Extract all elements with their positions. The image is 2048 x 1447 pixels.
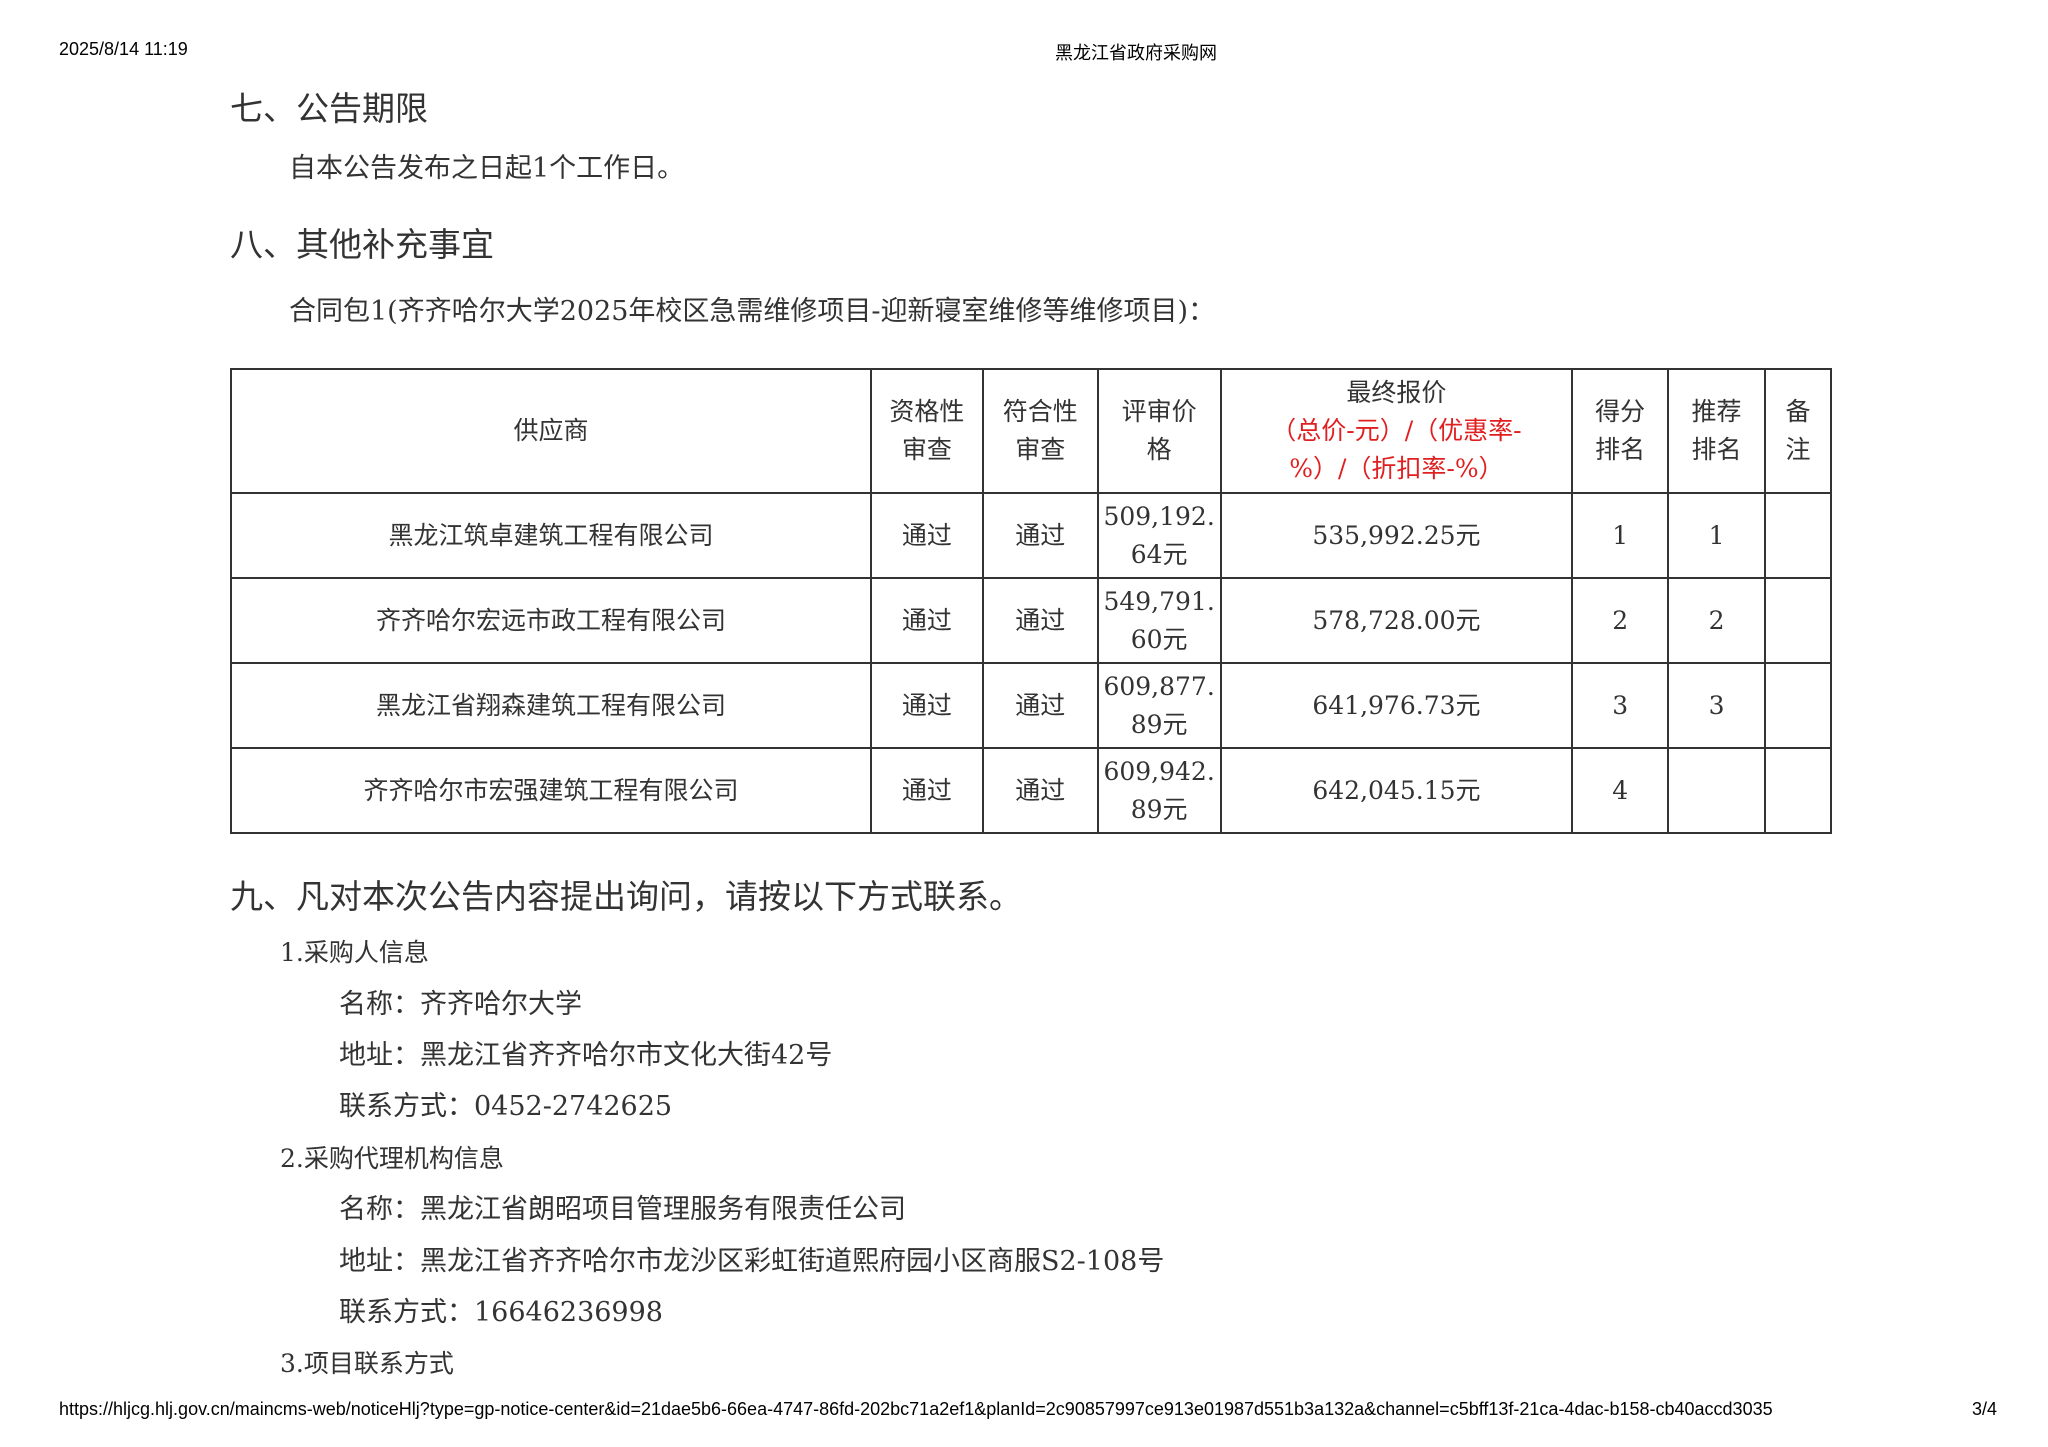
cell-review-price: 609,942. 89元 [1096, 747, 1222, 834]
page-number: 3/4 [1972, 1399, 1998, 1419]
cell-qualification: 通过 [869, 662, 984, 749]
cell-supplier: 黑龙江省翔森建筑工程有限公司 [230, 662, 872, 749]
buyer-contact: 联系方式：0452-2742625 [339, 1091, 673, 1122]
cell-review-price: 549,791. 60元 [1096, 577, 1222, 664]
agency-address: 地址：黑龙江省齐齐哈尔市龙沙区彩虹街道熙府园小区商服S2-108号 [339, 1246, 1165, 1277]
cell-remark [1764, 577, 1832, 664]
cell-qualification: 通过 [869, 492, 984, 579]
cell-conformity: 通过 [981, 662, 1099, 749]
agency-info-title: 2.采购代理机构信息 [280, 1144, 504, 1173]
cell-conformity: 通过 [981, 492, 1099, 579]
cell-review-price: 509,192. 64元 [1096, 492, 1222, 579]
project-contact-title: 3.项目联系方式 [280, 1349, 454, 1378]
buyer-info-title: 1.采购人信息 [280, 938, 429, 967]
section-9-title: 九、凡对本次公告内容提出询问，请按以下方式联系。 [230, 877, 1022, 916]
cell-score-rank: 2 [1571, 577, 1670, 664]
cell-remark [1764, 492, 1832, 579]
cell-score-rank: 4 [1571, 747, 1670, 834]
buyer-address: 地址：黑龙江省齐齐哈尔市文化大街42号 [339, 1040, 833, 1071]
bid-results-table: 供应商 资格性 审查 符合性 审查 评审价格 最终报价 （总价-元）/（优惠率- %）/… [230, 368, 1832, 834]
header-final-price: 最终报价 （总价-元）/（优惠率- %）/（折扣率-%） [1219, 368, 1574, 494]
cell-final-price: 642,045.15元 [1219, 747, 1574, 834]
header-remark: 备注 [1764, 368, 1832, 494]
table-row: 齐齐哈尔宏远市政工程有限公司 通过 通过 549,791. 60元 578,728.00元… [230, 577, 1832, 664]
cell-supplier: 齐齐哈尔市宏强建筑工程有限公司 [230, 747, 872, 834]
cell-review-price: 609,877. 89元 [1096, 662, 1222, 749]
agency-name: 名称：黑龙江省朗昭项目管理服务有限责任公司 [339, 1194, 906, 1225]
cell-score-rank: 3 [1571, 662, 1670, 749]
cell-final-price: 535,992.25元 [1219, 492, 1574, 579]
header-review-price: 评审价格 [1096, 368, 1222, 494]
header-supplier: 供应商 [230, 368, 872, 494]
table-row: 齐齐哈尔市宏强建筑工程有限公司 通过 通过 609,942. 89元 642,045.15… [230, 747, 1832, 834]
cell-supplier: 黑龙江筑卓建筑工程有限公司 [230, 492, 872, 579]
cell-recommend-rank: 1 [1667, 492, 1766, 579]
page-url: https://hljcg.hlj.gov.cn/maincms-web/not… [59, 1399, 1773, 1419]
table-row: 黑龙江省翔森建筑工程有限公司 通过 通过 609,877. 89元 641,976.73元… [230, 662, 1832, 749]
cell-qualification: 通过 [869, 577, 984, 664]
table-header-row: 供应商 资格性 审查 符合性 审查 评审价格 最终报价 （总价-元）/（优惠率- %）/… [230, 368, 1832, 494]
package-title: 合同包1(齐齐哈尔大学2025年校区急需维修项目-迎新寝室维修等维修项目)： [289, 296, 1216, 327]
cell-recommend-rank: 3 [1667, 662, 1766, 749]
cell-remark [1764, 662, 1832, 749]
cell-remark [1764, 747, 1832, 834]
buyer-name: 名称：齐齐哈尔大学 [339, 989, 582, 1020]
section-7-text: 自本公告发布之日起1个工作日。 [289, 153, 685, 184]
cell-recommend-rank [1667, 747, 1766, 834]
cell-final-price: 578,728.00元 [1219, 577, 1574, 664]
agency-contact: 联系方式：16646236998 [339, 1297, 663, 1328]
header-recommend-rank: 推荐 排名 [1667, 368, 1766, 494]
header-conformity: 符合性 审查 [981, 368, 1099, 494]
table-row: 黑龙江筑卓建筑工程有限公司 通过 通过 509,192. 64元 535,992.25元 1… [230, 492, 1832, 579]
cell-supplier: 齐齐哈尔宏远市政工程有限公司 [230, 577, 872, 664]
header-qualification: 资格性 审查 [869, 368, 984, 494]
cell-recommend-rank: 2 [1667, 577, 1766, 664]
cell-score-rank: 1 [1571, 492, 1670, 579]
site-title: 黑龙江省政府采购网 [1055, 43, 1217, 63]
cell-final-price: 641,976.73元 [1219, 662, 1574, 749]
cell-qualification: 通过 [869, 747, 984, 834]
cell-conformity: 通过 [981, 747, 1099, 834]
section-7-title: 七、公告期限 [230, 89, 428, 128]
header-score-rank: 得分 排名 [1571, 368, 1670, 494]
cell-conformity: 通过 [981, 577, 1099, 664]
print-datetime: 2025/8/14 11:19 [59, 39, 188, 59]
section-8-title: 八、其他补充事宜 [230, 225, 494, 264]
